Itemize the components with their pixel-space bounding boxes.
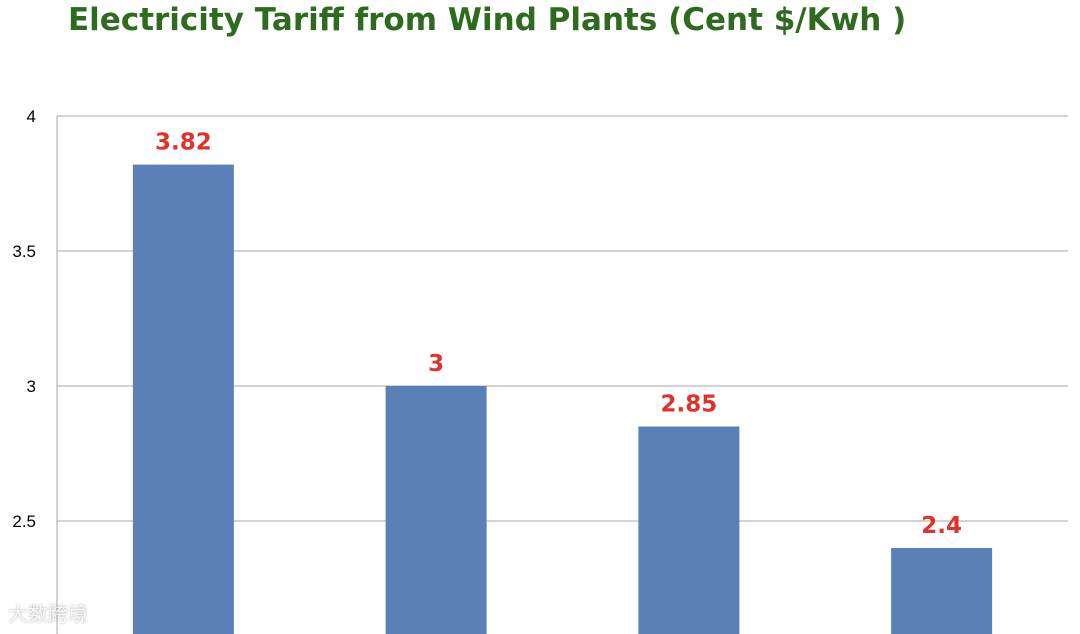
chart-title: Electricity Tariff from Wind Plants (Cen… [68,2,907,38]
data-labels: 3.82 3 2.85 2.4 [155,130,962,539]
data-label: 2.4 [921,513,962,539]
bar [891,548,993,634]
y-axis-tick-labels: 2.5 3 3.5 4 [12,107,36,531]
bar [638,426,740,634]
y-tick-label: 3 [27,377,36,396]
bar [385,386,487,634]
data-label: 3.82 [155,130,212,156]
bars [132,164,993,634]
watermark-logo: 大数跨境 [8,602,88,626]
bar [132,164,234,634]
y-tick-label: 4 [27,107,36,126]
data-label: 2.85 [661,392,718,418]
y-tick-label: 2.5 [12,512,36,531]
y-tick-label: 3.5 [12,242,36,261]
data-label: 3 [428,351,444,377]
